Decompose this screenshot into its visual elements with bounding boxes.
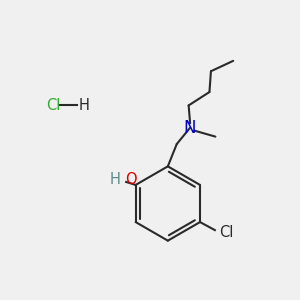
Text: N: N — [184, 119, 197, 137]
Text: Cl: Cl — [219, 225, 234, 240]
Text: O: O — [125, 172, 137, 187]
Text: H: H — [109, 172, 120, 187]
Text: H: H — [79, 98, 89, 113]
Text: Cl: Cl — [46, 98, 60, 113]
